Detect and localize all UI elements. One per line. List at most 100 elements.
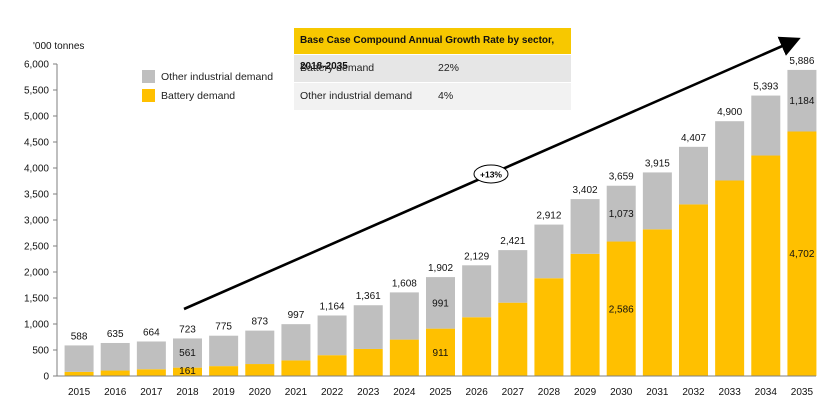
bar-segment-battery (317, 355, 347, 376)
segment-value-label: 911 (433, 348, 449, 359)
y-tick-label: 2,500 (24, 242, 49, 253)
total-value-label: 1,164 (320, 301, 345, 312)
trend-badge (473, 164, 509, 184)
bar-segment-battery (606, 241, 636, 376)
total-value-label: 1,361 (356, 291, 381, 302)
trend-badge-label: +13% (480, 170, 502, 180)
x-tick-label: 2021 (285, 387, 308, 398)
x-tick-label: 2031 (646, 387, 669, 398)
bar-segment-battery (679, 204, 708, 376)
total-value-label: 588 (71, 331, 88, 342)
y-tick-label: 3,500 (24, 190, 49, 201)
total-value-label: 4,407 (681, 133, 706, 144)
total-value-label: 1,902 (428, 263, 453, 274)
segment-value-label: 1,073 (609, 209, 634, 220)
bar-segment-other-industrial (209, 335, 239, 367)
y-tick-label: 0 (43, 372, 49, 383)
segment-value-label: 161 (179, 366, 196, 377)
x-tick-label: 2029 (574, 387, 597, 398)
total-value-label: 4,900 (717, 107, 742, 118)
y-tick-label: 3,000 (24, 216, 49, 227)
bar-segment-battery (642, 229, 672, 376)
bar-segment-other-industrial (679, 146, 708, 205)
bar-segment-battery (245, 364, 275, 376)
cagr-rate-value: 22% (438, 62, 460, 74)
x-tick-label: 2035 (791, 387, 814, 398)
bar-segment-battery (209, 366, 239, 376)
x-tick-label: 2032 (682, 387, 705, 398)
bar-segment-battery (787, 131, 817, 376)
total-value-label: 2,912 (536, 211, 561, 222)
y-axis: 0 500 1,000 1,500 2,000 2,500 3,000 3,500 4,000 4… (24, 60, 58, 383)
total-value-label: 5,393 (753, 82, 778, 93)
bar-segment-other-industrial (570, 199, 600, 254)
cagr-table: Base Case Compound Annual Growth Rate by… (294, 28, 571, 110)
legend: Other industrial demand Battery demand (142, 70, 273, 102)
legend-swatch-other-industrial (142, 70, 155, 83)
bar-segment-other-industrial (606, 185, 636, 242)
y-tick-label: 500 (32, 346, 49, 357)
bar-segment-battery (534, 278, 564, 376)
cagr-sector-label: Battery demand (300, 62, 375, 74)
bar-segment-other-industrial (751, 95, 781, 156)
bar-segment-other-industrial (136, 341, 166, 370)
cagr-sector-label: Other industrial demand (300, 90, 413, 102)
total-value-label: 3,402 (573, 185, 598, 196)
bar-segment-battery (570, 253, 600, 376)
total-value-label: 873 (251, 317, 268, 328)
y-tick-label: 1,000 (24, 320, 49, 331)
y-tick-label: 6,000 (24, 60, 49, 71)
x-tick-label: 2025 (429, 387, 452, 398)
bar-segment-battery (462, 317, 492, 376)
x-tick-label: 2023 (357, 387, 380, 398)
segment-value-label: 561 (179, 348, 196, 359)
x-tick-label: 2019 (213, 387, 236, 398)
bar-segment-battery (281, 360, 311, 376)
x-tick-label: 2027 (502, 387, 525, 398)
bar-segment-other-industrial (642, 172, 672, 230)
segment-value-label: 991 (432, 298, 449, 309)
bars (64, 69, 817, 376)
x-tick-label: 2015 (68, 387, 91, 398)
x-tick-label: 2024 (393, 387, 416, 398)
bar-segment-battery (173, 367, 202, 376)
y-tick-label: 2,000 (24, 268, 49, 279)
bar-segment-other-industrial (281, 324, 311, 361)
bar-segment-battery (353, 348, 383, 376)
x-tick-label: 2034 (755, 387, 778, 398)
x-tick-label: 2017 (140, 387, 163, 398)
bar-segment-battery (498, 302, 528, 376)
segment-value-label: 1,184 (789, 96, 814, 107)
total-value-label: 775 (215, 322, 232, 333)
y-axis-unit-label: '000 tonnes (33, 41, 84, 52)
x-tick-label: 2033 (719, 387, 742, 398)
y-tick-label: 5,500 (24, 86, 49, 97)
bar-segment-other-industrial (245, 330, 275, 365)
legend-label-battery: Battery demand (161, 90, 235, 102)
total-value-label: 2,129 (464, 251, 489, 262)
segment-value-label: 2,586 (609, 304, 634, 315)
bar-segment-other-industrial (100, 342, 130, 371)
bar-segment-battery (136, 369, 166, 376)
cagr-table-row: Battery demand 22% (294, 55, 571, 82)
total-value-label: 3,659 (609, 172, 634, 183)
bar-segment-other-industrial (715, 121, 745, 181)
segment-value-label: 4,702 (789, 249, 814, 260)
y-tick-label: 5,000 (24, 112, 49, 123)
x-tick-label: 2020 (249, 387, 272, 398)
bar-segment-other-industrial (317, 315, 347, 356)
bar-segment-other-industrial (462, 265, 492, 318)
bar-segment-other-industrial (534, 224, 564, 279)
total-value-label: 1,608 (392, 278, 417, 289)
bar-segment-other-industrial (426, 277, 455, 329)
y-tick-label: 1,500 (24, 294, 49, 305)
total-value-label: 2,421 (500, 236, 525, 247)
bar-segment-other-industrial (64, 345, 94, 372)
x-axis: 2015 2016 2017 2018 2019 2020 2021 2022 2023 2024… (57, 375, 816, 398)
total-value-label: 723 (179, 324, 196, 335)
bar-segment-battery (751, 155, 781, 376)
cagr-rate-value: 4% (438, 90, 454, 102)
total-value-label: 664 (143, 327, 160, 338)
bar-segment-battery (715, 180, 745, 376)
